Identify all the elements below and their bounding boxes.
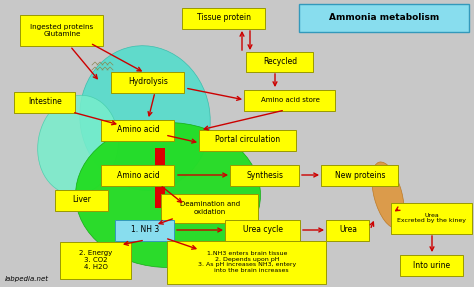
Text: Urea cycle: Urea cycle <box>243 226 283 234</box>
FancyBboxPatch shape <box>55 189 109 210</box>
Text: Amino acid: Amino acid <box>117 125 159 135</box>
Ellipse shape <box>80 46 210 190</box>
FancyBboxPatch shape <box>392 203 473 234</box>
Text: Amino acid store: Amino acid store <box>261 97 319 103</box>
FancyBboxPatch shape <box>111 71 184 92</box>
FancyBboxPatch shape <box>327 220 370 241</box>
FancyBboxPatch shape <box>15 92 75 113</box>
Text: 1.NH3 enters brain tissue
2. Depends upon pH
3. As pH increases NH3, entery
    : 1.NH3 enters brain tissue 2. Depends upo… <box>198 251 296 273</box>
Text: labpedia.net: labpedia.net <box>5 276 49 282</box>
FancyBboxPatch shape <box>226 220 301 241</box>
Text: Amino acid: Amino acid <box>117 170 159 179</box>
FancyBboxPatch shape <box>401 255 464 276</box>
Text: Deamination and
oxidation: Deamination and oxidation <box>180 201 240 214</box>
Text: Ammonia metabolism: Ammonia metabolism <box>329 13 439 22</box>
FancyBboxPatch shape <box>167 241 327 284</box>
Text: Tissue protein: Tissue protein <box>197 13 251 22</box>
Text: Into urine: Into urine <box>413 261 451 269</box>
FancyBboxPatch shape <box>116 220 174 241</box>
Text: 2. Energy
3. CO2
4. H2O: 2. Energy 3. CO2 4. H2O <box>79 250 113 270</box>
FancyBboxPatch shape <box>299 4 469 32</box>
Text: Hydrolysis: Hydrolysis <box>128 77 168 86</box>
FancyBboxPatch shape <box>182 7 265 28</box>
Ellipse shape <box>75 123 261 267</box>
FancyBboxPatch shape <box>20 15 103 46</box>
Text: Urea
Excreted by the kiney: Urea Excreted by the kiney <box>398 213 466 223</box>
FancyBboxPatch shape <box>321 164 399 185</box>
Text: Portal circulation: Portal circulation <box>216 135 281 144</box>
FancyBboxPatch shape <box>246 52 313 72</box>
FancyBboxPatch shape <box>200 129 297 150</box>
Bar <box>155 148 165 208</box>
FancyBboxPatch shape <box>101 164 174 185</box>
Text: Recycled: Recycled <box>263 57 297 67</box>
Text: Ingested proteins
Glutamine: Ingested proteins Glutamine <box>30 24 94 36</box>
Ellipse shape <box>372 162 404 228</box>
FancyBboxPatch shape <box>230 164 300 185</box>
FancyBboxPatch shape <box>101 119 174 141</box>
Text: Synthesis: Synthesis <box>246 170 283 179</box>
Text: Urea: Urea <box>339 226 357 234</box>
FancyBboxPatch shape <box>245 90 336 110</box>
Text: Intestine: Intestine <box>28 98 62 106</box>
Text: New proteins: New proteins <box>335 170 385 179</box>
FancyBboxPatch shape <box>61 241 131 278</box>
Ellipse shape <box>37 95 118 195</box>
Text: Liver: Liver <box>73 195 91 205</box>
Text: 1. NH 3: 1. NH 3 <box>131 226 159 234</box>
FancyBboxPatch shape <box>162 193 258 222</box>
